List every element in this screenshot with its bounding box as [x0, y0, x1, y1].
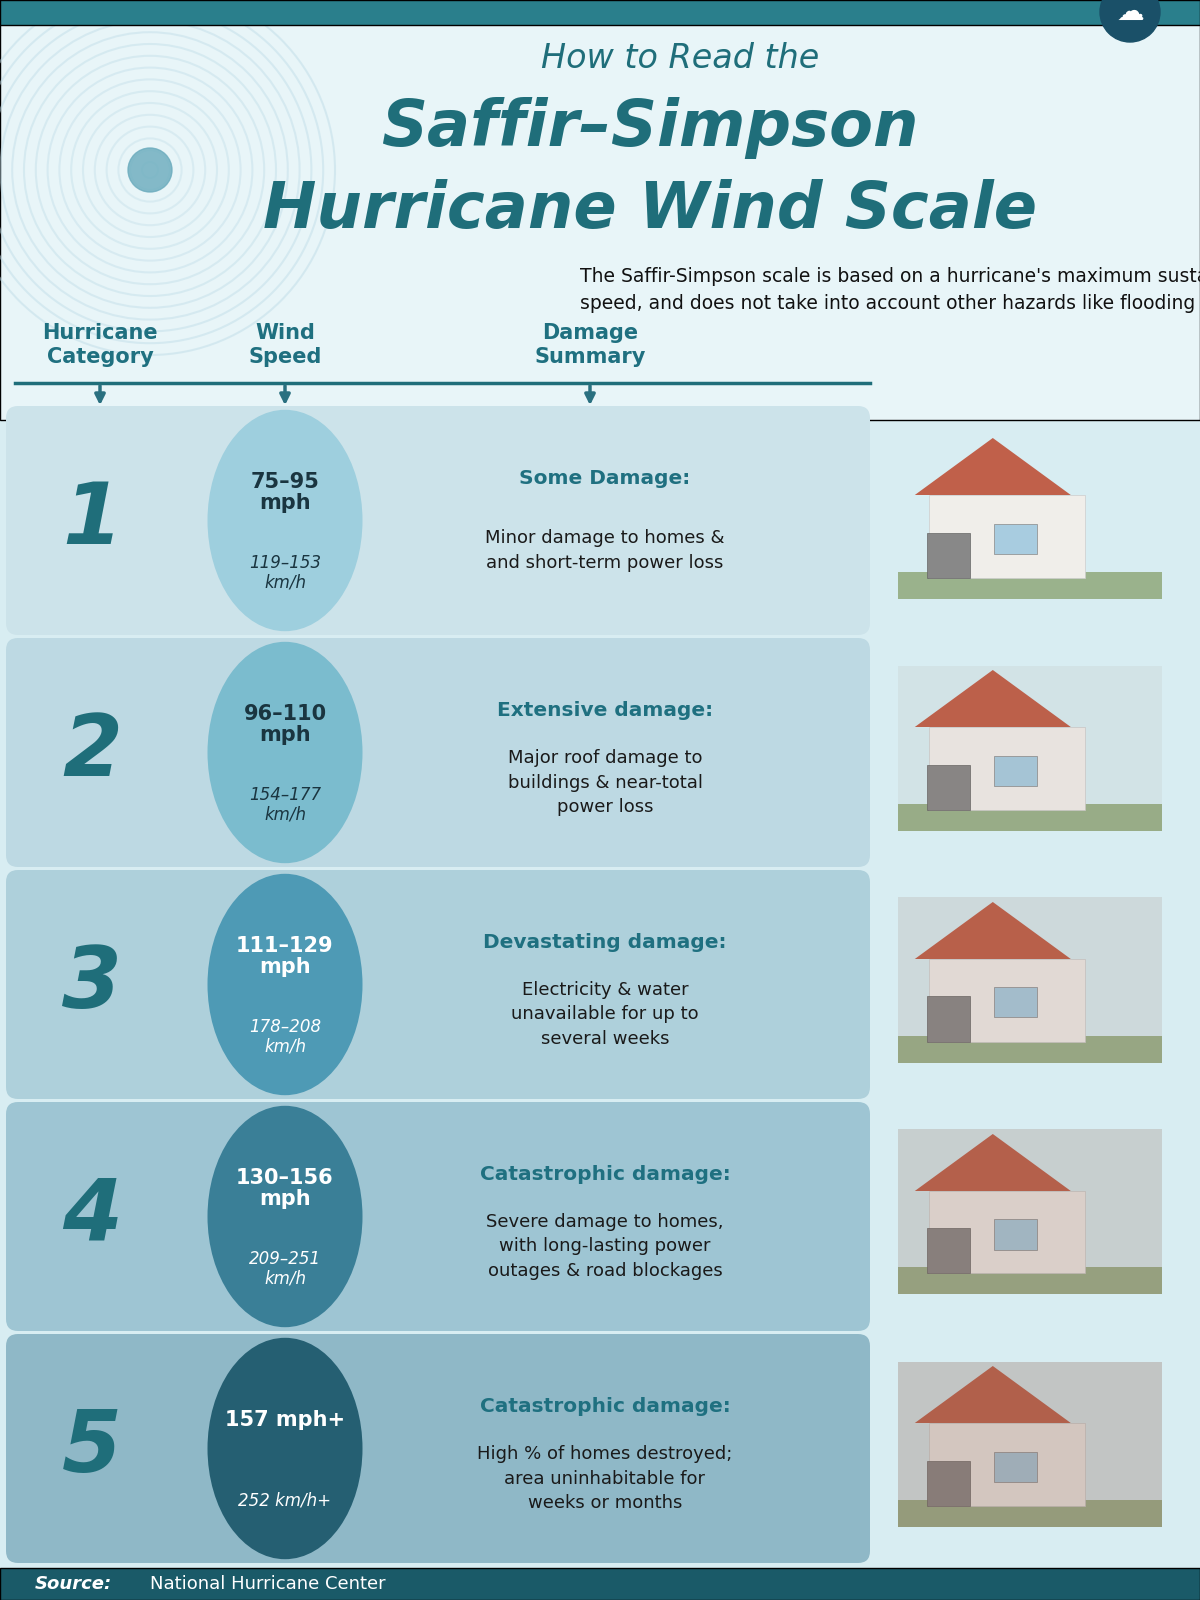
Text: How to Read the: How to Read the	[541, 42, 820, 75]
FancyBboxPatch shape	[926, 1229, 970, 1274]
Text: 4: 4	[62, 1174, 122, 1258]
Polygon shape	[914, 902, 1070, 958]
FancyBboxPatch shape	[926, 765, 970, 810]
Polygon shape	[914, 670, 1070, 726]
FancyBboxPatch shape	[0, 0, 1200, 419]
FancyBboxPatch shape	[6, 1334, 870, 1563]
Ellipse shape	[208, 874, 362, 1094]
Text: 2: 2	[62, 710, 122, 794]
Polygon shape	[914, 1134, 1070, 1190]
Text: Minor damage to homes &
and short-term power loss: Minor damage to homes & and short-term p…	[485, 530, 725, 571]
FancyBboxPatch shape	[929, 1190, 1085, 1274]
FancyBboxPatch shape	[898, 1362, 1162, 1526]
Text: 1: 1	[62, 478, 122, 562]
Text: 157 mph+: 157 mph+	[224, 1411, 346, 1430]
FancyBboxPatch shape	[0, 1568, 1200, 1600]
FancyBboxPatch shape	[929, 726, 1085, 810]
FancyBboxPatch shape	[0, 0, 1200, 26]
FancyBboxPatch shape	[929, 494, 1085, 578]
FancyBboxPatch shape	[898, 803, 1162, 830]
Text: Source:: Source:	[35, 1574, 113, 1594]
FancyBboxPatch shape	[926, 533, 970, 578]
FancyBboxPatch shape	[6, 870, 870, 1099]
Text: 75–95
mph: 75–95 mph	[251, 472, 319, 514]
FancyBboxPatch shape	[929, 1422, 1085, 1506]
Text: ☁: ☁	[1116, 0, 1144, 26]
FancyBboxPatch shape	[926, 997, 970, 1042]
FancyBboxPatch shape	[898, 1499, 1162, 1526]
FancyBboxPatch shape	[994, 987, 1037, 1018]
Text: Wind
Speed: Wind Speed	[248, 323, 322, 368]
Text: Saffir–Simpson: Saffir–Simpson	[382, 98, 919, 158]
FancyBboxPatch shape	[6, 1102, 870, 1331]
Text: 111–129
mph: 111–129 mph	[236, 936, 334, 978]
Ellipse shape	[208, 1106, 362, 1326]
Text: 130–156
mph: 130–156 mph	[236, 1168, 334, 1210]
Text: Damage
Summary: Damage Summary	[534, 323, 646, 368]
Text: Some Damage:: Some Damage:	[520, 469, 691, 488]
FancyBboxPatch shape	[926, 1461, 970, 1506]
Text: 209–251
km/h: 209–251 km/h	[248, 1250, 322, 1286]
Circle shape	[1100, 0, 1160, 42]
Text: Extensive damage:: Extensive damage:	[497, 701, 713, 720]
Text: Hurricane
Category: Hurricane Category	[42, 323, 158, 368]
Text: National Hurricane Center: National Hurricane Center	[150, 1574, 385, 1594]
Ellipse shape	[208, 642, 362, 864]
FancyBboxPatch shape	[898, 1267, 1162, 1294]
FancyBboxPatch shape	[994, 1451, 1037, 1482]
Text: High % of homes destroyed;
area uninhabitable for
weeks or months: High % of homes destroyed; area uninhabi…	[478, 1445, 733, 1512]
FancyBboxPatch shape	[994, 523, 1037, 554]
Text: Catastrophic damage:: Catastrophic damage:	[480, 1397, 731, 1416]
FancyBboxPatch shape	[898, 898, 1162, 1062]
Text: Major roof damage to
buildings & near-total
power loss: Major roof damage to buildings & near-to…	[508, 749, 702, 816]
Text: Devastating damage:: Devastating damage:	[484, 933, 727, 952]
FancyBboxPatch shape	[898, 1130, 1162, 1294]
Polygon shape	[914, 1366, 1070, 1422]
FancyBboxPatch shape	[6, 638, 870, 867]
Text: 96–110
mph: 96–110 mph	[244, 704, 326, 746]
FancyBboxPatch shape	[898, 1035, 1162, 1062]
Text: 119–153
km/h: 119–153 km/h	[248, 554, 322, 592]
Text: Electricity & water
unavailable for up to
several weeks: Electricity & water unavailable for up t…	[511, 981, 698, 1048]
Text: Catastrophic damage:: Catastrophic damage:	[480, 1165, 731, 1184]
Ellipse shape	[208, 1338, 362, 1558]
Text: The Saffir-Simpson scale is based on a hurricane's maximum sustained wind
speed,: The Saffir-Simpson scale is based on a h…	[580, 267, 1200, 314]
Text: 252 km/h+: 252 km/h+	[239, 1491, 331, 1509]
FancyBboxPatch shape	[6, 406, 870, 635]
Text: 5: 5	[62, 1406, 122, 1490]
Polygon shape	[914, 438, 1070, 494]
FancyBboxPatch shape	[994, 1219, 1037, 1250]
Ellipse shape	[208, 410, 362, 630]
Text: Severe damage to homes,
with long-lasting power
outages & road blockages: Severe damage to homes, with long-lastin…	[486, 1213, 724, 1280]
Text: 154–177
km/h: 154–177 km/h	[248, 786, 322, 822]
FancyBboxPatch shape	[929, 958, 1085, 1042]
Text: 178–208
km/h: 178–208 km/h	[248, 1018, 322, 1056]
FancyBboxPatch shape	[994, 755, 1037, 786]
FancyBboxPatch shape	[898, 571, 1162, 598]
FancyBboxPatch shape	[898, 666, 1162, 830]
Text: 3: 3	[62, 942, 122, 1026]
Text: Hurricane Wind Scale: Hurricane Wind Scale	[263, 179, 1037, 242]
Circle shape	[128, 149, 172, 192]
